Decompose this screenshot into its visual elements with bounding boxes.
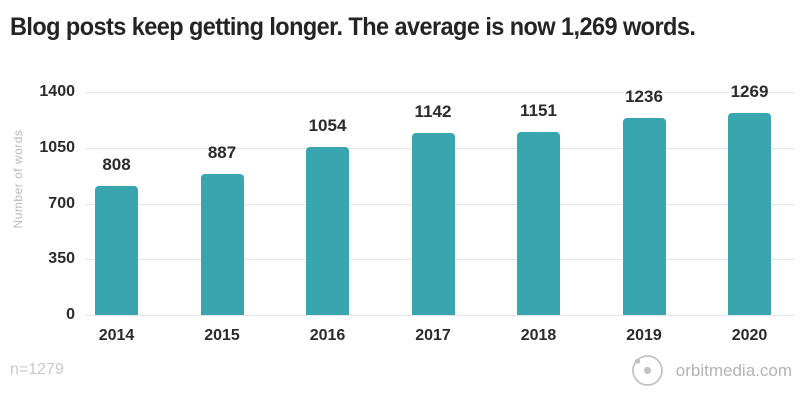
brand-text: orbitmedia.com (675, 360, 792, 380)
x-tick-label: 2015 (204, 327, 240, 344)
y-tick-label: 700 (48, 194, 75, 212)
plot-area: 808 887 1054 1142 1151 1236 1269 (85, 82, 795, 316)
bar-value-label: 1054 (308, 116, 347, 136)
sample-size-note: n=1279 (10, 361, 64, 378)
gridline (85, 92, 795, 93)
bar-value-label: 1142 (414, 102, 452, 122)
y-tick-label: 350 (48, 250, 75, 268)
x-tick-label: 2019 (626, 327, 662, 344)
bar-2019 (622, 118, 666, 315)
bar-2015 (200, 173, 244, 315)
bar-value-label: 1236 (625, 87, 663, 107)
x-tick-label: 2017 (415, 327, 451, 344)
x-tick-label: 2016 (309, 327, 346, 344)
y-axis-title: Number of words (11, 129, 25, 229)
bar-value-label: 1151 (520, 100, 557, 120)
bar-2016 (306, 147, 349, 315)
chart-title: Blog posts keep getting longer. The aver… (10, 13, 696, 41)
x-tick-label: 2014 (98, 327, 135, 344)
x-tick-label: 2020 (731, 327, 768, 344)
y-tick-label: 0 (66, 306, 75, 323)
bar-value-label: 1269 (730, 81, 769, 101)
bar-value-label: 808 (102, 155, 131, 175)
y-tick-label: 1050 (39, 138, 75, 156)
bar-value-label: 887 (207, 142, 237, 162)
bar-2014 (95, 186, 138, 315)
x-tick-label: 2018 (520, 327, 557, 344)
y-tick-label: 1400 (39, 83, 75, 100)
orbit-circle-logo-icon (631, 354, 664, 387)
bar-2020 (728, 112, 771, 315)
bar-2017 (411, 133, 455, 315)
gridline (85, 315, 795, 316)
brand-footer: orbitmedia.com (631, 354, 792, 387)
bar-2018 (517, 131, 560, 315)
